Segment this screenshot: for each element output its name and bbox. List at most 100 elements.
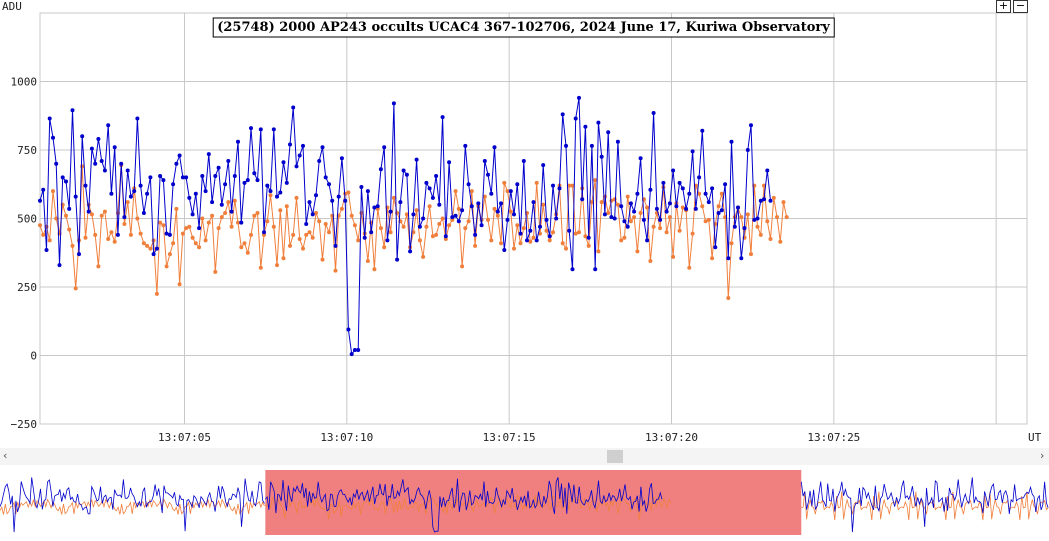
data-point — [297, 237, 302, 241]
data-point — [365, 189, 370, 194]
data-point — [294, 195, 299, 200]
data-point — [437, 222, 442, 226]
data-point — [778, 239, 783, 244]
data-point — [122, 222, 127, 226]
data-point — [564, 246, 568, 251]
data-point — [184, 175, 189, 180]
series-group — [38, 163, 789, 300]
data-point — [434, 232, 439, 237]
data-point — [38, 223, 42, 228]
data-point — [632, 215, 637, 220]
data-point — [288, 142, 292, 147]
data-point — [330, 198, 335, 203]
data-point — [716, 204, 721, 209]
scroll-left-arrow[interactable]: ‹ — [3, 449, 8, 462]
data-point — [732, 224, 737, 229]
data-point — [719, 208, 724, 213]
data-point — [771, 195, 776, 200]
data-point — [109, 230, 114, 235]
data-point — [307, 200, 312, 205]
data-point — [314, 211, 318, 215]
x-tick-label: 13:07:15 — [483, 431, 536, 444]
scrollbar-thumb[interactable] — [607, 450, 623, 463]
data-point — [479, 223, 484, 228]
data-point — [463, 226, 468, 231]
data-point — [161, 178, 166, 183]
data-point — [109, 191, 114, 196]
data-point — [255, 178, 260, 183]
data-point — [463, 143, 468, 148]
data-point — [440, 115, 445, 120]
data-point — [304, 222, 309, 226]
data-point — [577, 95, 581, 100]
data-point — [38, 198, 42, 203]
scroll-right-arrow[interactable]: › — [1040, 449, 1045, 462]
data-point — [333, 243, 338, 248]
data-point — [671, 254, 676, 259]
data-point — [615, 202, 620, 207]
data-point — [128, 194, 133, 199]
data-point — [573, 231, 578, 236]
data-point — [421, 216, 426, 221]
data-point — [424, 224, 429, 229]
data-point — [385, 238, 390, 243]
data-point — [359, 185, 364, 189]
data-point — [193, 191, 198, 196]
data-point — [138, 183, 143, 188]
data-point — [177, 153, 182, 158]
data-point — [288, 243, 292, 248]
data-point — [404, 212, 409, 217]
data-point — [456, 206, 461, 211]
data-point — [531, 235, 536, 240]
data-point — [499, 201, 503, 206]
data-point — [67, 227, 72, 232]
data-point — [573, 116, 578, 121]
data-point — [690, 231, 695, 236]
data-point — [291, 232, 296, 237]
data-point — [89, 146, 94, 151]
data-point — [102, 209, 107, 214]
data-point — [301, 143, 305, 148]
data-point — [171, 182, 176, 187]
data-point — [349, 352, 354, 357]
data-point — [758, 232, 763, 237]
data-point — [265, 183, 270, 188]
data-point — [512, 212, 516, 217]
zoom-in-button[interactable]: + — [996, 0, 1011, 13]
data-point — [401, 224, 406, 229]
data-point — [518, 231, 523, 236]
data-point — [560, 112, 565, 117]
data-point — [599, 200, 604, 205]
data-point — [518, 241, 523, 246]
data-point — [365, 259, 370, 263]
data-point — [320, 257, 325, 262]
data-point — [404, 172, 409, 177]
data-point — [710, 186, 715, 191]
data-point — [534, 180, 539, 185]
data-point — [232, 198, 237, 203]
data-point — [258, 265, 263, 270]
data-point — [612, 197, 617, 202]
y-axis-label: ADU — [2, 0, 22, 13]
data-point — [729, 241, 734, 246]
data-point — [51, 189, 55, 194]
data-point — [625, 224, 630, 229]
data-point — [128, 232, 133, 237]
data-point — [336, 194, 341, 199]
data-point — [700, 204, 705, 209]
horizontal-scrollbar[interactable] — [0, 448, 1049, 465]
data-point — [453, 189, 458, 194]
data-point — [762, 197, 766, 202]
data-point — [135, 216, 140, 221]
zoom-out-button[interactable]: − — [1013, 0, 1028, 13]
data-point — [755, 216, 760, 221]
data-point — [184, 226, 189, 231]
x-tick-label: 13:07:05 — [158, 431, 211, 444]
data-point — [41, 232, 46, 237]
data-point — [635, 191, 640, 196]
data-point — [580, 197, 585, 202]
data-point — [158, 174, 163, 178]
data-point — [551, 230, 555, 235]
data-point — [151, 238, 156, 243]
